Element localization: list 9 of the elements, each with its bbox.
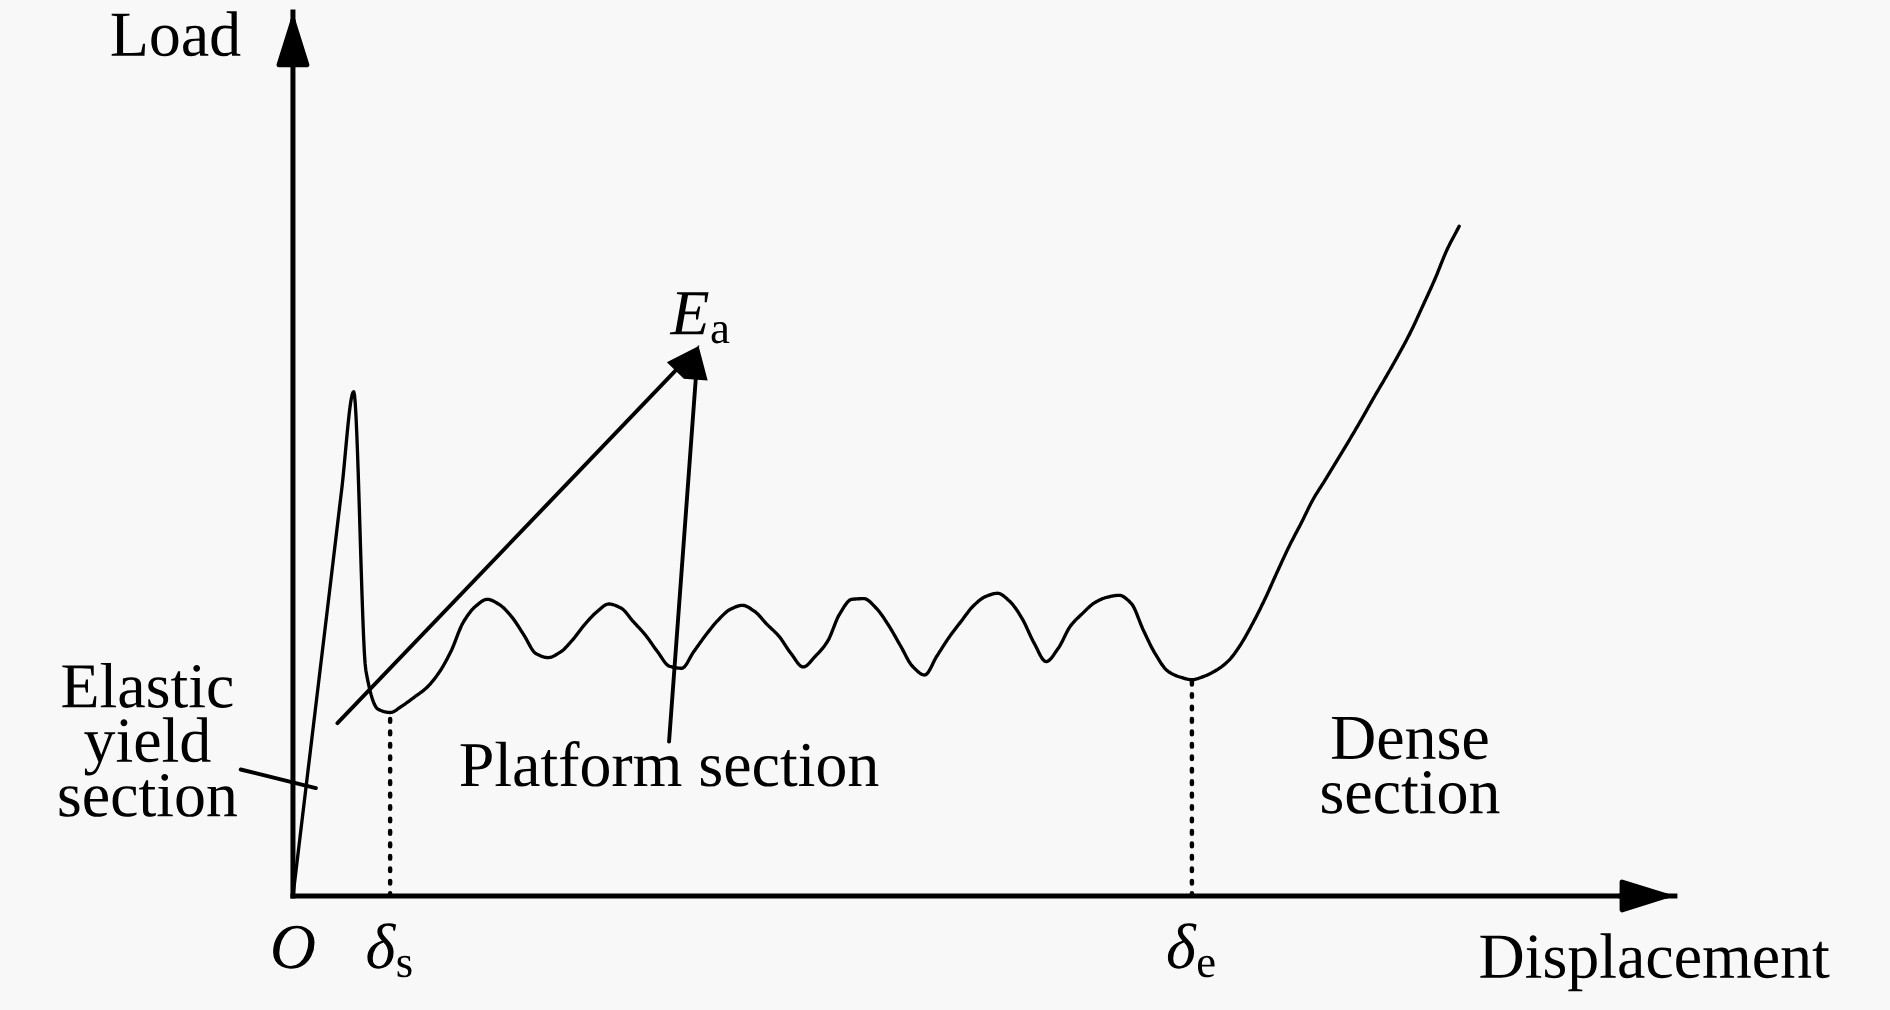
x-tick-label: δ$_{s}$ [367,923,412,978]
annotation: Dense section [1322,716,1500,814]
y-axis-title: Load [111,11,241,57]
x-tick-label: O [273,925,315,969]
annotation: E$_{a}$ [669,292,730,344]
x-axis-title: Displacement [1480,933,1830,992]
x-tick-label: δ$_{e}$ [1167,923,1215,978]
annotation: Platform section [460,741,879,787]
text: Elastic yield section [59,662,237,817]
